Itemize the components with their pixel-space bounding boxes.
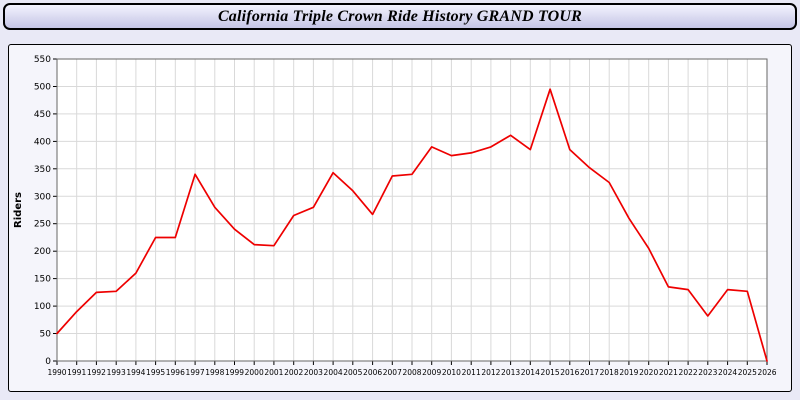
svg-text:2008: 2008 <box>402 368 421 377</box>
svg-text:2017: 2017 <box>580 368 599 377</box>
svg-text:1997: 1997 <box>186 368 205 377</box>
svg-text:2019: 2019 <box>619 368 638 377</box>
svg-text:350: 350 <box>34 165 51 175</box>
svg-text:150: 150 <box>34 275 51 285</box>
svg-text:1991: 1991 <box>67 368 86 377</box>
svg-text:2012: 2012 <box>481 368 500 377</box>
svg-text:2003: 2003 <box>304 368 323 377</box>
svg-text:1999: 1999 <box>225 368 244 377</box>
svg-text:1998: 1998 <box>205 368 224 377</box>
svg-text:1992: 1992 <box>87 368 106 377</box>
svg-text:1996: 1996 <box>166 368 185 377</box>
svg-text:2000: 2000 <box>245 368 264 377</box>
svg-text:1993: 1993 <box>107 368 126 377</box>
svg-text:1995: 1995 <box>146 368 165 377</box>
svg-text:300: 300 <box>34 192 51 202</box>
svg-text:2022: 2022 <box>679 368 698 377</box>
svg-text:2013: 2013 <box>501 368 520 377</box>
svg-text:0: 0 <box>45 357 51 367</box>
svg-text:450: 450 <box>34 110 51 120</box>
svg-text:2024: 2024 <box>718 368 737 377</box>
svg-text:2011: 2011 <box>462 368 481 377</box>
svg-text:500: 500 <box>34 83 51 93</box>
svg-text:2004: 2004 <box>324 368 343 377</box>
svg-text:2001: 2001 <box>264 368 283 377</box>
chart-title-bar: California Triple Crown Ride History GRA… <box>3 3 797 30</box>
svg-text:50: 50 <box>40 330 52 340</box>
svg-text:2005: 2005 <box>343 368 362 377</box>
svg-text:2009: 2009 <box>422 368 441 377</box>
svg-text:2015: 2015 <box>541 368 560 377</box>
svg-text:Riders: Riders <box>13 192 24 228</box>
svg-text:100: 100 <box>34 302 51 312</box>
svg-text:2002: 2002 <box>284 368 303 377</box>
svg-text:200: 200 <box>34 247 51 257</box>
svg-text:400: 400 <box>34 137 51 147</box>
svg-text:250: 250 <box>34 220 51 230</box>
svg-text:2025: 2025 <box>738 368 757 377</box>
svg-text:2023: 2023 <box>698 368 717 377</box>
svg-text:2006: 2006 <box>363 368 382 377</box>
svg-text:2014: 2014 <box>521 368 540 377</box>
svg-text:1990: 1990 <box>47 368 66 377</box>
svg-text:550: 550 <box>34 55 51 65</box>
svg-text:2020: 2020 <box>639 368 658 377</box>
page-title: California Triple Crown Ride History GRA… <box>217 7 583 25</box>
svg-text:2016: 2016 <box>560 368 579 377</box>
chart-panel: 0 50 100 150 200 250 300 350 400 450 500 550 1990 199… <box>8 44 792 392</box>
svg-text:1994: 1994 <box>126 368 145 377</box>
svg-text:2021: 2021 <box>659 368 678 377</box>
svg-text:2007: 2007 <box>383 368 402 377</box>
svg-text:2018: 2018 <box>600 368 619 377</box>
svg-text:2010: 2010 <box>442 368 461 377</box>
svg-text:2026: 2026 <box>757 368 776 377</box>
